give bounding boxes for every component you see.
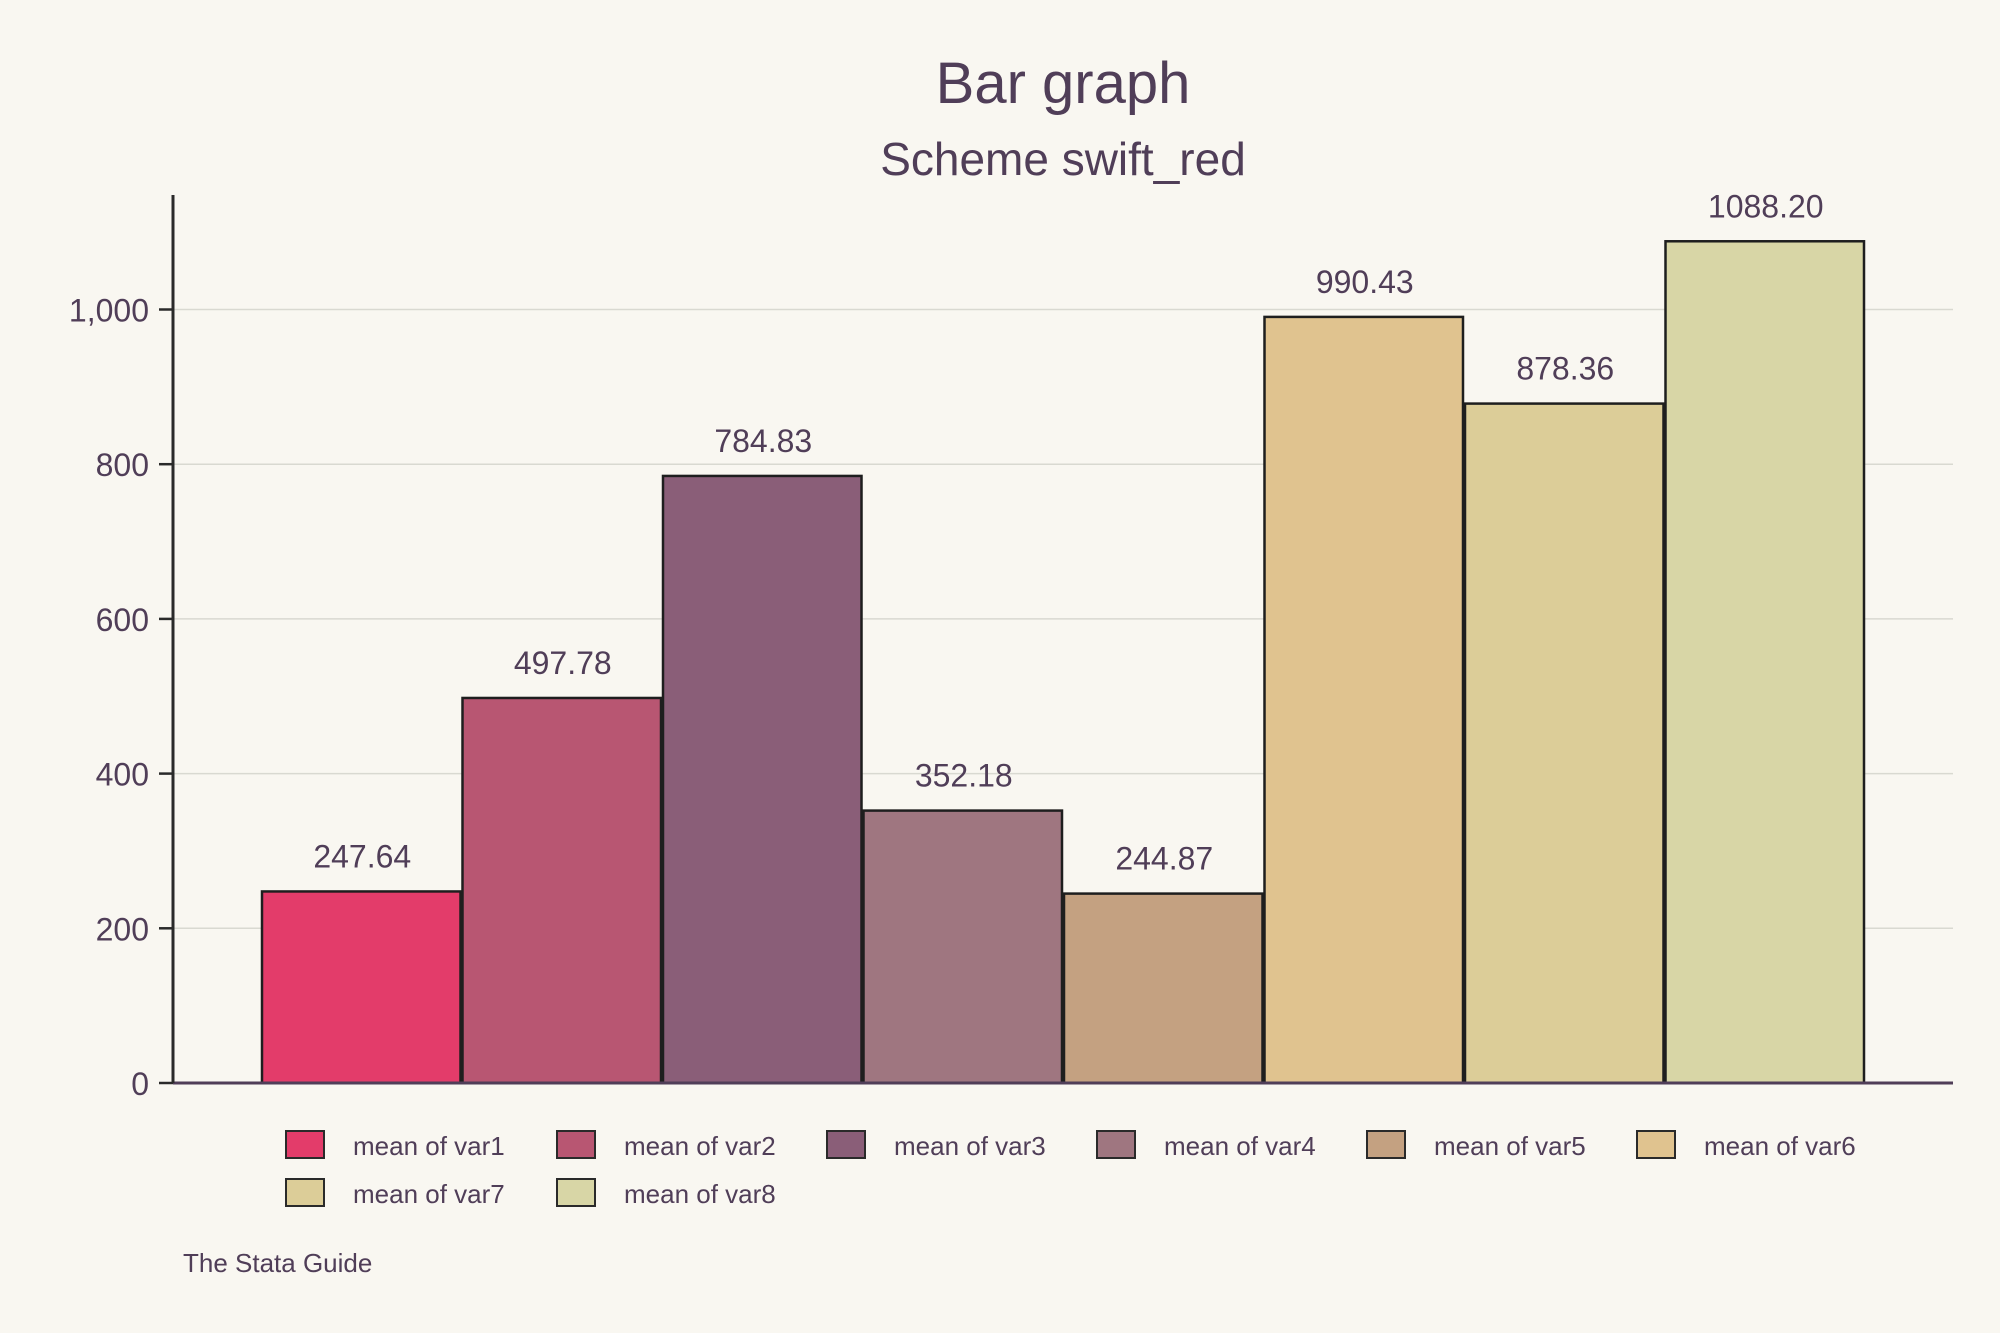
bar-value-label: 990.43 bbox=[1316, 264, 1414, 300]
legend-label: mean of var1 bbox=[353, 1131, 505, 1161]
legend-label: mean of var2 bbox=[624, 1131, 776, 1161]
bar-value-labels: 247.64 497.78 784.83 352.18 244.87 990.43 878.… bbox=[313, 188, 1823, 876]
bar-value-label: 784.83 bbox=[714, 423, 812, 459]
bar-7 bbox=[1463, 402, 1665, 1085]
legend-swatch bbox=[556, 1130, 596, 1159]
legend-label: mean of var7 bbox=[353, 1179, 505, 1209]
y-axis-ticks: 0 200 400 600 800 1,000 bbox=[69, 293, 173, 1102]
y-tick-label: 800 bbox=[96, 447, 149, 483]
legend-label: mean of var3 bbox=[894, 1131, 1046, 1161]
legend-swatch bbox=[1636, 1130, 1676, 1159]
y-tick-label: 600 bbox=[96, 602, 149, 638]
chart-title: Bar graph bbox=[936, 51, 1191, 116]
y-tick-label: 1,000 bbox=[69, 293, 149, 329]
bar-2 bbox=[461, 696, 663, 1085]
chart-note: The Stata Guide bbox=[183, 1248, 372, 1278]
bar-6 bbox=[1263, 315, 1465, 1085]
legend-label: mean of var6 bbox=[1704, 1131, 1856, 1161]
bar-value-label: 352.18 bbox=[915, 758, 1013, 794]
legend-swatch bbox=[826, 1130, 866, 1159]
y-tick-label: 0 bbox=[131, 1066, 149, 1102]
legend-swatch bbox=[556, 1178, 596, 1207]
legend-swatch bbox=[1366, 1130, 1406, 1159]
legend: mean of var1 mean of var2 mean of var3 mean… bbox=[285, 1130, 1856, 1209]
bar-4 bbox=[862, 809, 1064, 1085]
bar-value-label: 1088.20 bbox=[1708, 188, 1824, 224]
bar-1 bbox=[260, 890, 462, 1085]
bar-value-label: 497.78 bbox=[514, 645, 612, 681]
legend-label: mean of var4 bbox=[1164, 1131, 1316, 1161]
legend-swatch bbox=[1096, 1130, 1136, 1159]
legend-label: mean of var8 bbox=[624, 1179, 776, 1209]
bar-8 bbox=[1664, 240, 1866, 1085]
y-tick-label: 200 bbox=[96, 911, 149, 947]
legend-swatch bbox=[285, 1130, 325, 1159]
bar-value-label: 244.87 bbox=[1115, 841, 1213, 877]
bar-value-label: 878.36 bbox=[1516, 351, 1614, 387]
bar-5 bbox=[1062, 892, 1264, 1085]
y-tick-label: 400 bbox=[96, 757, 149, 793]
chart-subtitle: Scheme swift_red bbox=[880, 133, 1246, 185]
legend-label: mean of var5 bbox=[1434, 1131, 1586, 1161]
bars bbox=[260, 240, 1866, 1085]
bar-value-label: 247.64 bbox=[313, 838, 411, 874]
legend-swatch bbox=[285, 1178, 325, 1207]
bar-3 bbox=[661, 474, 863, 1085]
